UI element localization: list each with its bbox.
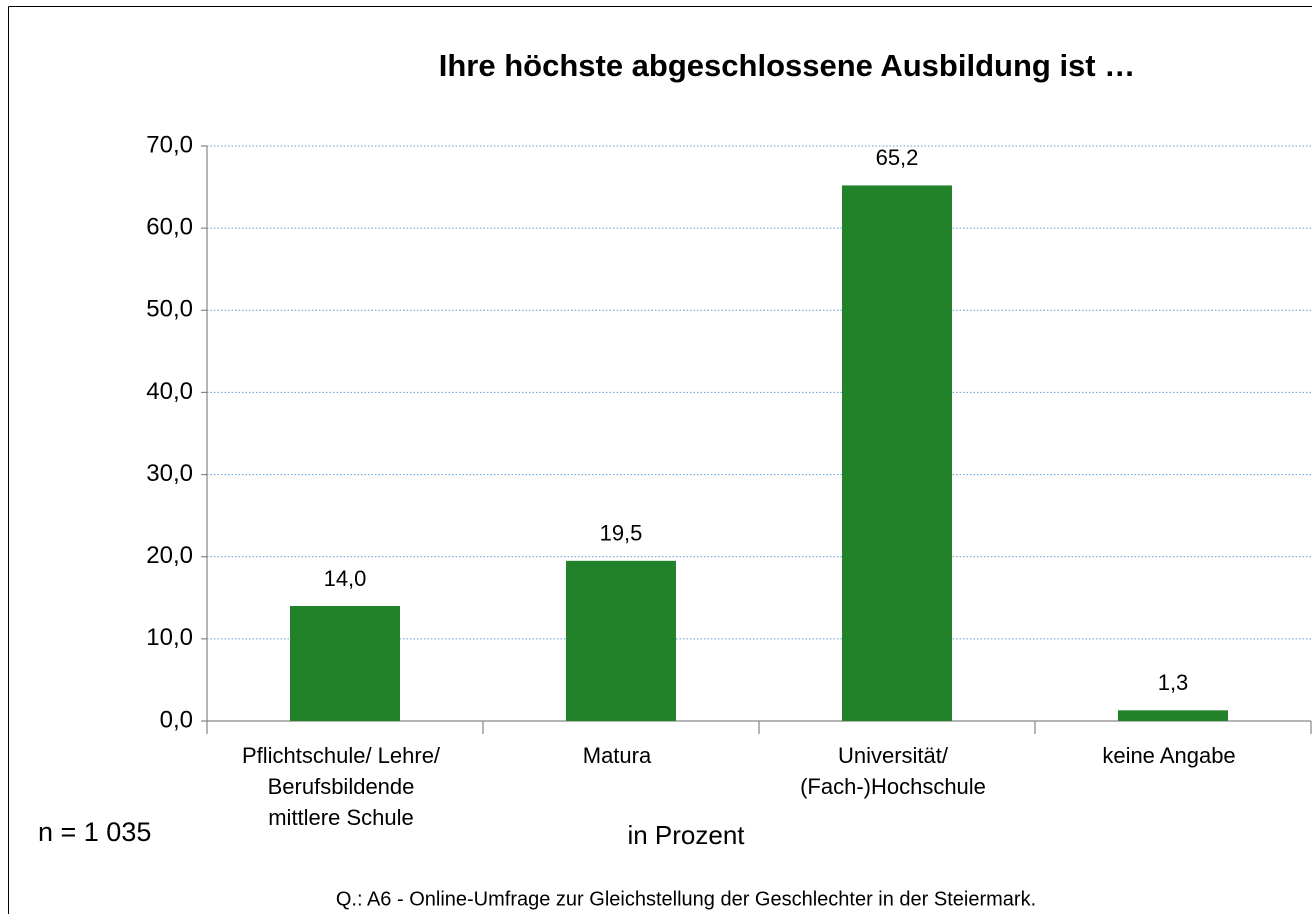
- x-tick-label: Pflichtschule/ Lehre/: [242, 743, 441, 768]
- x-tick-label: (Fach-)Hochschule: [800, 774, 986, 799]
- chart-title: Ihre höchste abgeschlossene Ausbildung i…: [439, 48, 1136, 83]
- y-tick-label: 30,0: [146, 460, 193, 487]
- bar: [290, 606, 400, 721]
- bar: [566, 560, 676, 721]
- x-tick-label: keine Angabe: [1102, 743, 1235, 768]
- y-tick-label: 40,0: [146, 378, 193, 405]
- sample-note: n = 1 035: [38, 817, 151, 847]
- value-label: 1,3: [1158, 670, 1189, 695]
- value-label: 19,5: [600, 521, 643, 546]
- x-tick-label: Matura: [583, 743, 652, 768]
- y-tick-label: 70,0: [146, 131, 193, 158]
- bar: [842, 185, 952, 721]
- value-label: 65,2: [876, 145, 919, 170]
- y-tick-label: 60,0: [146, 213, 193, 240]
- y-tick-label: 50,0: [146, 296, 193, 323]
- y-tick-label: 20,0: [146, 542, 193, 569]
- x-tick-label: Berufsbildende: [268, 774, 415, 799]
- value-label: 14,0: [324, 566, 367, 591]
- x-tick-label: mittlere Schule: [268, 805, 414, 830]
- source-note: Q.: A6 - Online-Umfrage zur Gleichstellu…: [336, 888, 1036, 910]
- x-tick-label: Universität/: [838, 743, 949, 768]
- bar: [1118, 710, 1228, 721]
- y-tick-label: 10,0: [146, 624, 193, 651]
- y-tick-label: 0,0: [160, 706, 193, 733]
- unit-note: in Prozent: [627, 820, 745, 850]
